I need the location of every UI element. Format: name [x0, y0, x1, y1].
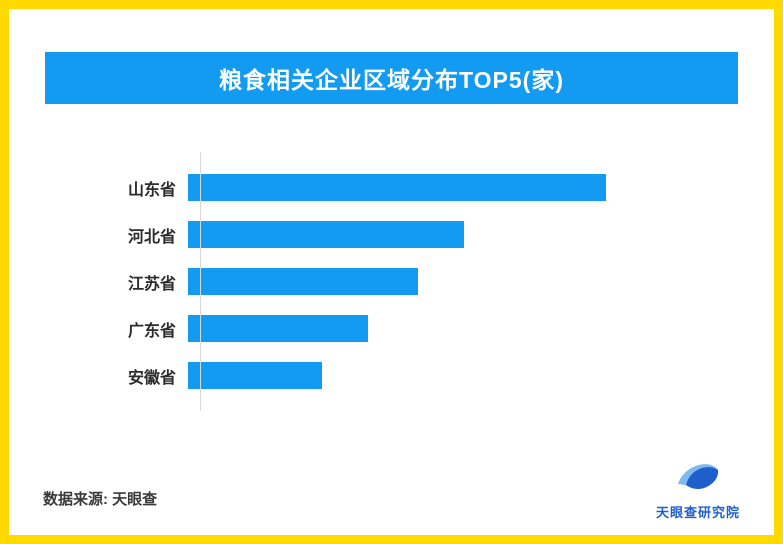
bar: [188, 174, 606, 201]
logo: 天眼查研究院: [646, 457, 750, 521]
bar-track: [188, 164, 606, 211]
bar-row: 安徽省: [68, 352, 734, 399]
bar: [188, 268, 418, 295]
y-axis-line: [200, 152, 201, 411]
data-source-text: 数据来源: 天眼查: [43, 491, 158, 508]
bar-track: [188, 305, 606, 352]
bar-track: [188, 258, 606, 305]
category-label: 广东省: [127, 322, 176, 340]
bar-row: 河北省: [68, 211, 734, 258]
logo-text: 天眼查研究院: [655, 505, 740, 520]
bar-row: 广东省: [68, 305, 734, 352]
category-label: 安徽省: [127, 369, 176, 387]
bar-track: [188, 211, 606, 258]
category-label: 山东省: [127, 181, 176, 199]
bar: [188, 315, 368, 342]
page-title: 粮食相关企业区域分布TOP5(家): [219, 67, 564, 93]
bar-row: 江苏省: [68, 258, 734, 305]
bar-chart: 山东省河北省江苏省广东省安徽省: [68, 152, 734, 411]
bar: [188, 221, 464, 248]
title-banner: 粮食相关企业区域分布TOP5(家): [45, 52, 738, 104]
tianyancha-logo-icon: [675, 457, 721, 500]
bar-track: [188, 352, 606, 399]
chart-body: 山东省河北省江苏省广东省安徽省: [68, 152, 734, 411]
bar-row: 山东省: [68, 164, 734, 211]
bar: [188, 362, 322, 389]
bar-rows: 山东省河北省江苏省广东省安徽省: [68, 164, 734, 399]
category-label: 江苏省: [127, 275, 176, 293]
category-label: 河北省: [127, 228, 176, 246]
